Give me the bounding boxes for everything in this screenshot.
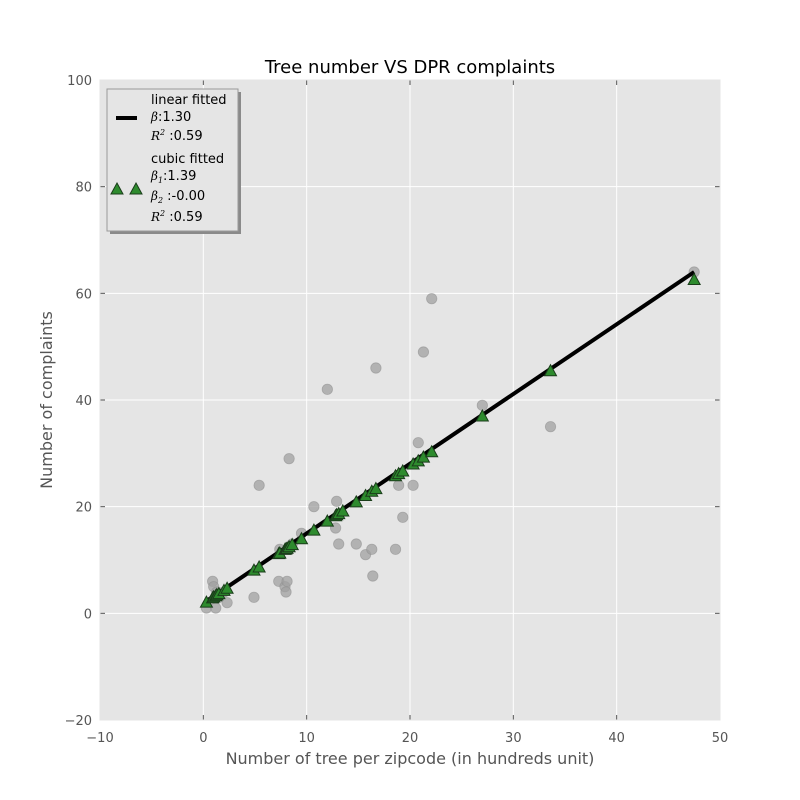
scatter-point <box>331 495 343 507</box>
legend: linear fitted β:1.30 R2 :0.59 cubic fitt… <box>106 88 241 234</box>
scatter-point <box>476 399 488 411</box>
scatter-point <box>281 575 293 587</box>
x-tick-label: 40 <box>608 731 625 746</box>
cubic-fit-marker <box>252 559 266 573</box>
cubic-fit-marker <box>294 531 309 545</box>
x-tick-label: 30 <box>505 731 522 746</box>
legend-cubic-r2: R2 :0.59 <box>150 209 203 225</box>
scatter-point <box>389 543 402 555</box>
x-tick-label: 50 <box>712 731 729 746</box>
scatter-point <box>367 570 379 582</box>
x-tick-label: 10 <box>298 731 315 746</box>
plot-frame <box>99 79 721 721</box>
scatter-point <box>397 511 409 523</box>
scatter-point <box>283 453 295 465</box>
scatter-point <box>417 346 430 358</box>
scatter-point <box>221 597 233 609</box>
scatter-point <box>333 538 345 550</box>
x-tick-label: 0 <box>199 731 207 746</box>
y-tick-label: 40 <box>75 394 92 409</box>
x-tick-label: −10 <box>86 731 113 746</box>
cubic-fit-marker <box>307 523 321 536</box>
scatter-point <box>280 586 292 598</box>
legend-linear-beta: β:1.30 <box>150 110 191 125</box>
scatter-point <box>210 602 222 614</box>
legend-cubic-label: cubic fitted <box>151 152 224 167</box>
legend-triangle-marker-2 <box>129 181 143 195</box>
y-tick-label: 60 <box>75 287 92 302</box>
x-axis-title: Number of tree per zipcode (in hundreds … <box>226 749 595 768</box>
y-tick-label: 0 <box>84 607 92 622</box>
cubic-fit-marker <box>395 463 410 477</box>
scatter-point <box>366 543 378 555</box>
y-tick-label: 100 <box>67 74 92 89</box>
y-tick-label: −20 <box>65 714 92 729</box>
cubic-fit-marker <box>349 494 364 508</box>
cubic-fit-marker <box>369 481 383 495</box>
scatter-point <box>253 479 265 491</box>
scatter-point <box>544 421 557 433</box>
cubic-fit-marker <box>475 408 490 422</box>
scatter-point <box>248 591 260 603</box>
legend-box <box>106 88 239 232</box>
y-axis-title: Number of complaints <box>37 311 56 489</box>
legend-triangle-marker-1 <box>110 181 124 195</box>
scatter-point <box>350 538 362 550</box>
scatter-point <box>370 362 382 374</box>
legend-cubic-beta1: β1:1.39 <box>150 169 196 185</box>
scatter-point <box>407 479 419 491</box>
cubic-fit-marker <box>543 363 558 377</box>
y-tick-label: 80 <box>75 181 92 196</box>
cubic-marker-layer <box>199 272 702 608</box>
chart-title: Tree number VS DPR complaints <box>264 57 555 78</box>
scatter-point <box>308 501 320 513</box>
cubic-fit-marker <box>424 444 439 458</box>
cubic-fit-marker <box>687 272 702 285</box>
x-tick-label: 20 <box>402 731 419 746</box>
legend-linear-label: linear fitted <box>151 93 227 108</box>
scatter-point <box>393 479 405 491</box>
scatter-point <box>412 437 424 449</box>
legend-linear-r2: R2 :0.59 <box>150 128 203 144</box>
y-tick-label: 20 <box>75 501 92 516</box>
scatter-point <box>426 293 438 305</box>
cubic-fit-marker <box>335 503 350 517</box>
cubic-fit-marker <box>220 581 234 594</box>
legend-cubic-beta2: β2 :-0.00 <box>150 189 205 205</box>
scatter-point <box>321 383 333 395</box>
